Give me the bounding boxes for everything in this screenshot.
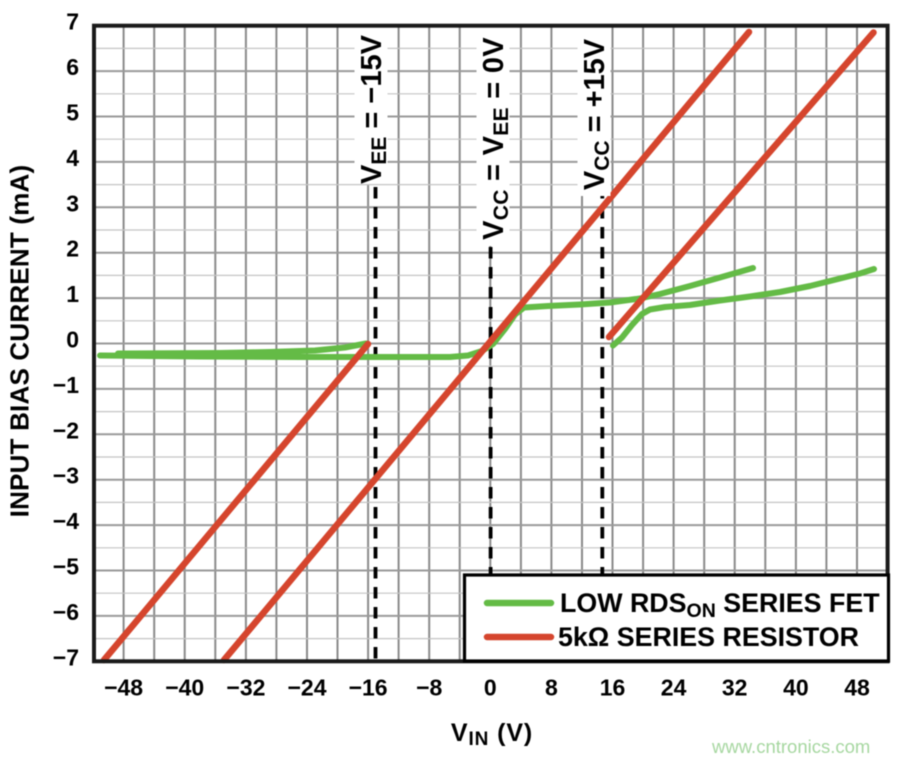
svg-text:3: 3 — [66, 190, 79, 216]
svg-text:−6: −6 — [53, 599, 79, 625]
svg-text:−16: −16 — [349, 675, 388, 701]
svg-text:www.cntronics.com: www.cntronics.com — [711, 736, 870, 757]
svg-text:0: 0 — [66, 327, 79, 353]
svg-text:32: 32 — [722, 675, 748, 701]
svg-text:6: 6 — [66, 54, 79, 80]
svg-text:LOW RDSON SERIES FET: LOW RDSON SERIES FET — [560, 588, 880, 622]
svg-text:−2: −2 — [53, 417, 79, 443]
svg-text:−8: −8 — [416, 675, 442, 701]
svg-text:8: 8 — [545, 675, 558, 701]
svg-text:4: 4 — [66, 145, 79, 171]
svg-text:5kΩ SERIES RESISTOR: 5kΩ SERIES RESISTOR — [558, 622, 859, 652]
svg-text:−40: −40 — [165, 675, 204, 701]
svg-text:−24: −24 — [287, 675, 326, 701]
svg-text:1: 1 — [66, 281, 79, 307]
svg-text:−3: −3 — [53, 463, 79, 489]
svg-text:16: 16 — [600, 675, 626, 701]
svg-text:INPUT BIAS CURRENT (mA): INPUT BIAS CURRENT (mA) — [5, 165, 35, 518]
svg-text:VCC = VEE = 0V: VCC = VEE = 0V — [478, 37, 513, 240]
svg-text:−7: −7 — [53, 644, 79, 670]
svg-text:VIN (V): VIN (V) — [451, 719, 533, 750]
svg-text:VEE = −15V: VEE = −15V — [356, 34, 391, 184]
svg-text:2: 2 — [66, 236, 79, 262]
svg-text:−5: −5 — [53, 554, 79, 580]
svg-text:−4: −4 — [53, 508, 79, 534]
svg-text:48: 48 — [844, 675, 870, 701]
svg-text:24: 24 — [661, 675, 687, 701]
svg-text:5: 5 — [66, 100, 79, 126]
svg-text:−48: −48 — [104, 675, 143, 701]
svg-text:7: 7 — [66, 9, 79, 35]
svg-text:0: 0 — [484, 675, 497, 701]
svg-text:−1: −1 — [53, 372, 79, 398]
svg-text:−32: −32 — [226, 675, 265, 701]
svg-text:VCC = +15V: VCC = +15V — [579, 38, 614, 190]
svg-text:40: 40 — [783, 675, 809, 701]
